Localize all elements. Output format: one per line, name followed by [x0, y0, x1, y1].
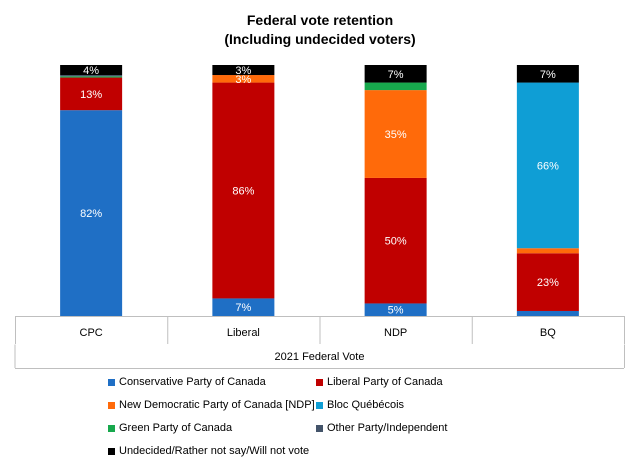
legend-label: Undecided/Rather not say/Will not vote [119, 445, 310, 457]
bar-segment [212, 298, 275, 316]
bar-segment [60, 75, 123, 77]
bar-segment [364, 303, 427, 316]
data-label: 13% [80, 89, 102, 101]
legend-label: Other Party/Independent [327, 422, 448, 434]
data-label: 86% [232, 186, 254, 198]
bar-segment [516, 253, 579, 311]
bar-segment [516, 65, 579, 83]
legend-swatch [108, 424, 115, 432]
data-label: 35% [385, 129, 407, 141]
legend-item: New Democratic Party of Canada [NDP] [108, 399, 315, 411]
bar-segment [516, 310, 579, 316]
bar-segment [364, 65, 427, 83]
chart-title: Federal vote retention [246, 12, 394, 28]
bar-segment [364, 177, 427, 304]
data-label: 23% [537, 277, 559, 289]
bar-segment [60, 110, 123, 317]
bar-segment [60, 77, 123, 111]
legend-item: Green Party of Canada [108, 422, 232, 434]
bar-segment [516, 248, 579, 254]
data-label: 4% [83, 65, 99, 77]
x-tick-label: CPC [80, 327, 103, 339]
bar-segment [60, 65, 123, 76]
legend-label: Green Party of Canada [119, 422, 233, 434]
x-axis-label: 2021 Federal Vote [275, 351, 365, 363]
legend-label: Conservative Party of Canada [119, 376, 266, 388]
data-label: 7% [235, 302, 251, 314]
legend-swatch [316, 378, 323, 386]
x-tick-label: BQ [540, 327, 556, 339]
plot-area: 82% 13% 4% 7% 86% 3%3% 5% 50% 35% 7% 23% 66% 7% CPC Li… [14, 65, 625, 369]
legend-item: Liberal Party of Canada [316, 376, 443, 388]
legend-swatch [316, 401, 323, 409]
data-label: 7% [540, 69, 556, 81]
bar-segment [364, 82, 427, 91]
data-label: 66% [537, 160, 559, 172]
legend-item: Other Party/Independent [316, 422, 447, 434]
legend-label: Liberal Party of Canada [327, 376, 443, 388]
bar-segment [516, 82, 579, 249]
x-tick-label: NDP [384, 327, 407, 339]
data-label: 82% [80, 208, 102, 220]
legend-swatch [108, 378, 115, 386]
data-label: 5% [388, 305, 404, 317]
legend-label: New Democratic Party of Canada [NDP] [119, 399, 315, 411]
bar-segment [60, 76, 123, 78]
x-tick-label: Liberal [227, 327, 260, 339]
data-label: 50% [385, 236, 407, 248]
bar-segment [212, 65, 275, 76]
data-label: 7% [388, 69, 404, 81]
bar-segment [364, 90, 427, 178]
bar-segment [212, 75, 275, 83]
bar-segment [212, 82, 275, 299]
legend-item: Bloc Québécois [316, 399, 404, 411]
data-label: 3% [235, 74, 251, 86]
legend-swatch [316, 424, 323, 432]
legend-swatch [108, 401, 115, 409]
data-label: 3% [235, 65, 251, 77]
legend-item: Conservative Party of Canada [108, 376, 266, 388]
chart-subtitle: (Including undecided voters) [224, 31, 416, 47]
legend-item: Undecided/Rather not say/Will not vote [108, 445, 309, 457]
legend-label: Bloc Québécois [327, 399, 405, 411]
legend-swatch [108, 447, 115, 455]
